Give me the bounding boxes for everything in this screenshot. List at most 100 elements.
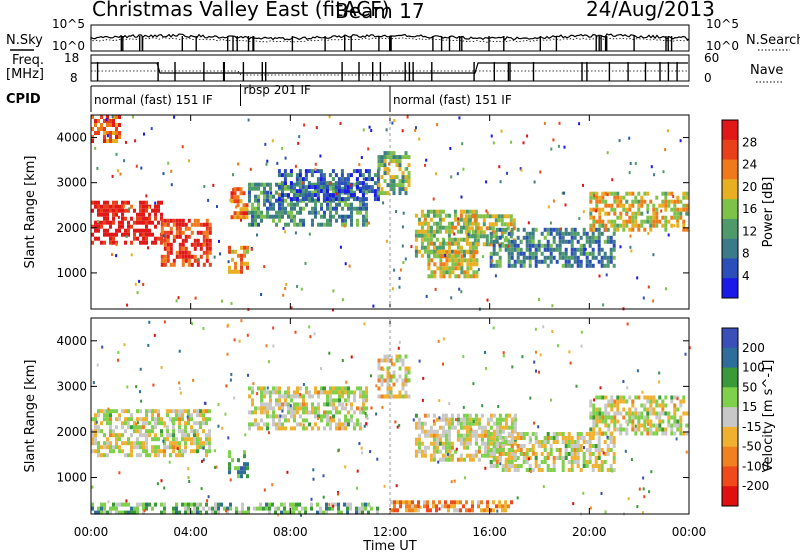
heatmap-cell — [441, 457, 445, 462]
heatmap-cell — [407, 171, 411, 176]
heatmap-cell — [115, 240, 118, 245]
heatmap-cell — [271, 207, 274, 211]
heatmap-cell — [172, 433, 175, 438]
heatmap-cell — [121, 449, 124, 454]
heatmap-cell — [109, 131, 112, 135]
velocity-colorbar-label: Velocity [m s^-1] — [761, 360, 776, 473]
heatmap-cell — [233, 211, 237, 216]
heatmap-cell — [613, 191, 617, 196]
heatmap-cell — [286, 470, 289, 474]
heatmap-cell — [664, 227, 668, 232]
heatmap-cell — [610, 407, 614, 412]
heatmap-cell — [646, 415, 650, 420]
heatmap-cell — [486, 500, 489, 505]
heatmap-cell — [561, 468, 565, 472]
heatmap-cell — [153, 333, 156, 337]
heatmap-cell — [277, 185, 281, 190]
heatmap-cell — [422, 376, 425, 380]
heatmap-cell — [263, 214, 266, 219]
heatmap-cell — [178, 254, 182, 259]
nsky-tick-top: 10^5 — [52, 17, 85, 31]
heatmap-cell — [181, 222, 185, 227]
heatmap-cell — [516, 464, 520, 468]
heatmap-cell — [178, 226, 182, 231]
heatmap-cell — [151, 445, 154, 450]
heatmap-cell — [420, 221, 424, 226]
heatmap-cell — [575, 384, 578, 388]
heatmap-cell — [606, 239, 610, 244]
heatmap-cell — [298, 173, 302, 178]
heatmap-cell — [555, 243, 559, 248]
heatmap-cell — [145, 240, 148, 245]
heatmap-cell — [549, 251, 553, 256]
heatmap-cell — [100, 208, 103, 213]
heatmap-cell — [163, 502, 166, 507]
heatmap-cell — [284, 222, 287, 227]
heatmap-cell — [585, 448, 589, 452]
heatmap-cell — [266, 214, 269, 219]
heatmap-cell — [163, 424, 166, 428]
heatmap-cell — [202, 429, 205, 434]
heatmap-cell — [591, 251, 595, 256]
heatmap-cell — [281, 198, 284, 203]
heatmap-cell — [260, 218, 263, 223]
heatmap-cell — [347, 390, 350, 395]
heatmap-cell — [100, 445, 103, 450]
heatmap-cell — [591, 235, 595, 240]
heatmap-cell — [326, 402, 329, 407]
heatmap-cell — [501, 508, 504, 513]
heatmap-cell — [588, 440, 592, 444]
heatmap-cell — [492, 239, 496, 244]
heatmap-cell — [260, 190, 263, 195]
heatmap-cell — [94, 204, 97, 209]
heatmap-cell — [673, 224, 676, 228]
heatmap-cell — [676, 219, 679, 223]
heatmap-cell — [172, 238, 176, 243]
heatmap-cell — [490, 134, 493, 138]
heatmap-cell — [190, 230, 194, 235]
heatmap-cell — [634, 431, 638, 436]
heatmap-cell — [498, 413, 502, 418]
heatmap-cell — [494, 230, 498, 235]
heatmap-cell — [260, 394, 263, 399]
colorbar-segment — [722, 159, 738, 180]
heatmap-cell — [427, 266, 431, 271]
heatmap-cell — [471, 417, 475, 422]
heatmap-cell — [664, 148, 667, 152]
heatmap-cell — [489, 432, 493, 436]
heatmap-cell — [251, 186, 254, 191]
heatmap-cell — [118, 445, 121, 450]
heatmap-cell — [462, 209, 466, 214]
heatmap-cell — [424, 163, 426, 167]
heatmap-cell — [163, 449, 166, 454]
heatmap-cell — [438, 399, 441, 403]
heatmap-cell — [124, 409, 127, 414]
heatmap-cell — [109, 135, 112, 139]
heatmap-cell — [600, 259, 604, 264]
heatmap-cell — [417, 500, 420, 505]
heatmap-cell — [420, 233, 424, 238]
heatmap-cell — [595, 191, 599, 196]
heatmap-cell — [561, 255, 565, 260]
heatmap-cell — [442, 337, 445, 341]
heatmap-cell — [501, 439, 504, 443]
heatmap-cell — [311, 218, 314, 223]
heatmap-cell — [510, 456, 514, 460]
heatmap-cell — [486, 445, 490, 450]
heatmap-cell — [558, 448, 562, 452]
heatmap-cell — [473, 218, 477, 223]
heatmap-cell — [595, 411, 599, 416]
heatmap-cell — [268, 201, 271, 205]
heatmap-cell — [190, 510, 193, 515]
heatmap-cell — [236, 199, 240, 204]
heatmap-cell — [160, 238, 164, 243]
heatmap-cell — [546, 239, 550, 244]
heatmap-cell — [613, 403, 617, 408]
heatmap-cell — [404, 390, 408, 395]
heatmap-cell — [622, 203, 626, 208]
heatmap-cell — [628, 191, 632, 196]
heatmap-cell — [543, 227, 547, 232]
heatmap-cell — [488, 214, 492, 219]
heatmap-cell — [101, 345, 104, 349]
